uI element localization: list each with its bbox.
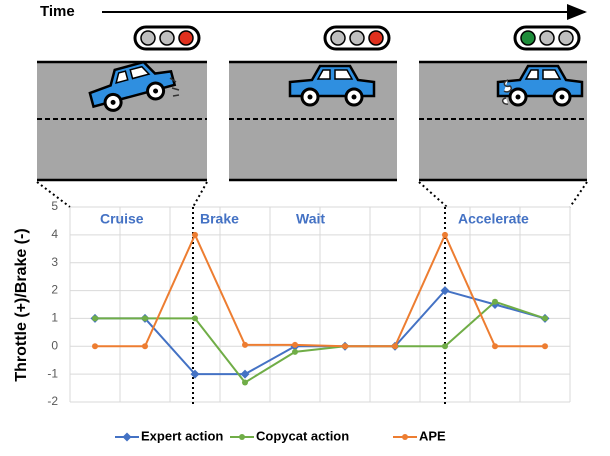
y-tick-label: 1 [51,311,58,325]
legend-label: APE [419,428,446,443]
y-tick-label: 2 [51,283,58,297]
point [442,343,448,350]
y-tick-label: 5 [51,199,58,213]
point [142,315,148,322]
series-line [95,300,546,384]
point [442,231,448,238]
phase-label: Accelerate [458,211,529,227]
zoom-lines [36,181,588,208]
point [292,348,298,355]
road-panels [37,54,587,182]
legend-label: Expert action [141,428,223,443]
point [440,286,450,296]
legend-label: Copycat action [256,428,349,443]
point [492,298,498,305]
y-tick-label: -1 [47,366,58,380]
point [92,315,98,322]
plot: -2 -1 0 1 2 3 4 5 Cruise Brake Wait Accelerate Exper… [47,199,571,443]
legend-marker [402,434,408,440]
point [92,343,98,350]
timeline: Time [40,3,587,20]
point [492,343,498,350]
point [392,343,398,350]
phase-label: Brake [200,211,239,227]
point [292,341,298,348]
y-tick-label: -2 [47,394,58,408]
point [342,343,348,350]
traffic-lights [133,25,581,51]
series-line [95,232,545,348]
point [190,369,200,379]
point [142,343,148,350]
point [542,315,548,322]
legend-marker [239,434,245,440]
y-tick-label: 4 [51,227,58,241]
time-label: Time [40,3,75,20]
phase-label: Wait [296,211,325,227]
point [242,379,248,386]
point [192,231,198,238]
point [192,315,198,322]
legend-marker [122,432,132,442]
y-tick-label: 3 [51,255,58,269]
phase-label: Cruise [100,211,144,227]
point [242,341,248,348]
point [240,369,250,379]
y-tick-label: 0 [51,338,58,352]
point [542,343,548,350]
y-axis-label: Throttle (+)/Brake (-) [13,228,30,381]
